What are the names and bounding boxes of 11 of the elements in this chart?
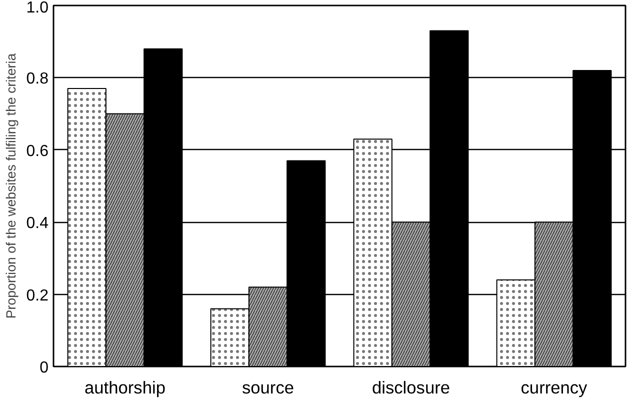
y-axis-title: Proportion of the websites fulfiling the criteria: [3, 52, 18, 319]
y-tick-label: 0.8: [26, 70, 49, 88]
x-tick-label: source: [242, 378, 294, 398]
x-tick-label: disclosure: [372, 378, 450, 398]
y-tick-label: 0: [40, 360, 49, 376]
x-tick-label: authorship: [84, 378, 166, 398]
y-tick-label: 0.4: [26, 215, 49, 232]
y-tick-label: 0.2: [26, 287, 49, 304]
y-tick-label: 1.0: [26, 0, 49, 16]
x-tick-label: currency: [520, 378, 588, 398]
y-tick-label: 0.6: [26, 142, 49, 160]
